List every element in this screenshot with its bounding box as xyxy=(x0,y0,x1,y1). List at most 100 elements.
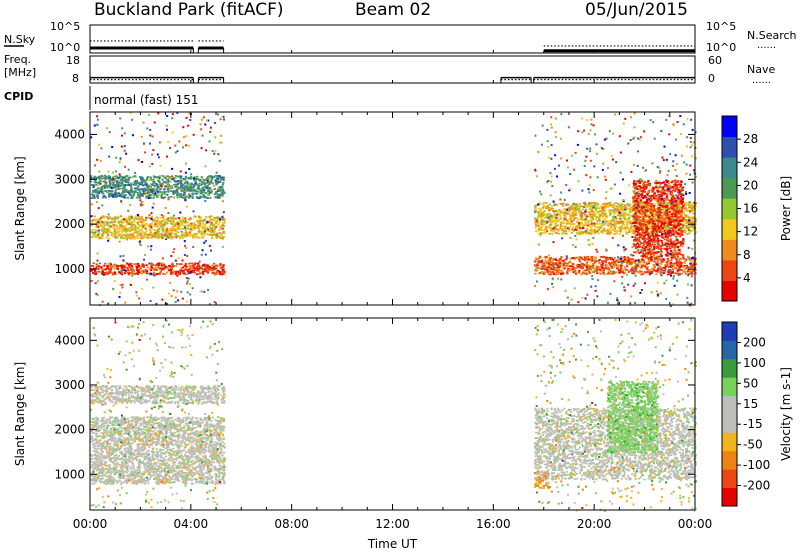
power-echo-point xyxy=(221,268,224,271)
power-echo-point xyxy=(564,227,567,230)
power-echo-point xyxy=(198,265,201,268)
power-echo-point xyxy=(93,177,96,179)
power-echo-point xyxy=(199,216,203,219)
power-echo-point xyxy=(102,221,105,223)
power-echo-point xyxy=(130,268,133,270)
power-echo-point xyxy=(579,218,582,221)
power-echo-point xyxy=(222,225,225,227)
power-echo-point xyxy=(191,269,194,272)
power-echo-point xyxy=(684,230,687,233)
power-echo-point xyxy=(568,261,571,264)
power-echo-point xyxy=(643,232,646,234)
power-echo-point xyxy=(159,267,162,270)
power-echo-point xyxy=(142,224,146,226)
power-echo-point xyxy=(574,208,577,211)
power-echo-point xyxy=(121,176,124,178)
power-echo-point xyxy=(164,181,167,184)
power-echo-point xyxy=(223,235,226,238)
power-echo-point xyxy=(590,209,593,211)
site-title: Buckland Park (fitACF) xyxy=(94,0,284,20)
power-echo-point xyxy=(215,182,218,185)
power-echo-point xyxy=(176,194,179,196)
power-echo-point xyxy=(623,216,626,218)
power-echo-point xyxy=(611,228,614,231)
power-echo-point xyxy=(549,221,552,224)
power-echo-point xyxy=(210,227,213,229)
power-echo-point xyxy=(176,263,179,265)
power-echo-point xyxy=(186,184,189,187)
power-echo-point xyxy=(120,193,123,196)
power-echo-point xyxy=(619,233,622,235)
power-echo-point xyxy=(666,265,669,268)
power-echo-point xyxy=(192,270,195,273)
power-echo-point xyxy=(199,218,202,221)
power-echo-point xyxy=(183,225,186,227)
power-echo-point xyxy=(652,194,655,196)
power-echo-point xyxy=(214,196,217,198)
power-echo-point xyxy=(170,221,173,223)
power-echo-point xyxy=(128,266,131,269)
power-echo-point xyxy=(127,177,130,179)
power-echo-point xyxy=(194,236,198,239)
power-echo-point xyxy=(118,230,121,233)
power-echo-point xyxy=(541,264,544,267)
power-echo-point xyxy=(183,264,186,267)
power-echo-point xyxy=(208,175,211,177)
power-echo-point xyxy=(682,211,685,214)
power-echo-point xyxy=(607,271,610,274)
power-echo-point xyxy=(601,222,604,225)
power-echo-point xyxy=(539,212,542,214)
power-echo-point xyxy=(646,244,649,247)
power-echo-point xyxy=(606,266,609,269)
power-echo-point xyxy=(94,176,97,179)
power-echo-point xyxy=(594,207,597,210)
power-echo-point xyxy=(646,270,650,273)
power-echo-point xyxy=(106,177,109,179)
power-echo-point xyxy=(552,271,555,273)
power-echo-point xyxy=(656,241,659,244)
power-echo-point xyxy=(675,213,678,216)
power-echo-point xyxy=(647,262,650,265)
power-echo-point xyxy=(543,217,546,219)
power-echo-point xyxy=(691,226,694,229)
power-echo-point xyxy=(567,203,570,206)
power-echo-point xyxy=(659,183,662,185)
power-echo-point xyxy=(631,229,634,232)
power-echo-point xyxy=(682,197,685,200)
power-echo-point xyxy=(557,271,560,274)
power-echo-point xyxy=(160,264,163,267)
power-echo-point xyxy=(221,224,224,226)
power-echo-point xyxy=(592,257,595,260)
power-echo-point xyxy=(607,220,610,223)
power-echo-point xyxy=(197,186,200,189)
power-echo-point xyxy=(677,259,680,261)
power-echo-point xyxy=(535,224,538,226)
power-echo-point xyxy=(690,210,694,212)
power-echo-point xyxy=(564,218,567,221)
power-echo-point xyxy=(176,235,179,237)
power-echo-point xyxy=(692,212,695,215)
power-echo-point xyxy=(133,183,137,185)
power-echo-point xyxy=(563,214,566,216)
power-echo-point xyxy=(623,267,626,270)
power-echo-point xyxy=(662,191,665,194)
power-echo-point xyxy=(643,235,646,237)
power-echo-point xyxy=(164,231,167,233)
power-echo-point xyxy=(97,175,101,178)
power-echo-point xyxy=(208,269,211,272)
power-echo-point xyxy=(614,263,617,266)
power-echo-point xyxy=(634,200,637,203)
power-echo-point xyxy=(174,234,177,237)
power-echo-point xyxy=(596,230,599,233)
power-echo-point xyxy=(639,188,642,191)
echo-scatter-layer xyxy=(90,112,698,512)
power-echo-point xyxy=(651,243,654,246)
power-echo-point xyxy=(204,267,207,270)
power-echo-point xyxy=(173,179,176,182)
power-echo-point xyxy=(114,264,117,266)
power-echo-point xyxy=(174,180,177,183)
power-echo-point xyxy=(689,265,692,268)
power-echo-point xyxy=(198,216,201,218)
power-echo-point xyxy=(217,187,220,190)
power-echo-point xyxy=(171,262,174,265)
